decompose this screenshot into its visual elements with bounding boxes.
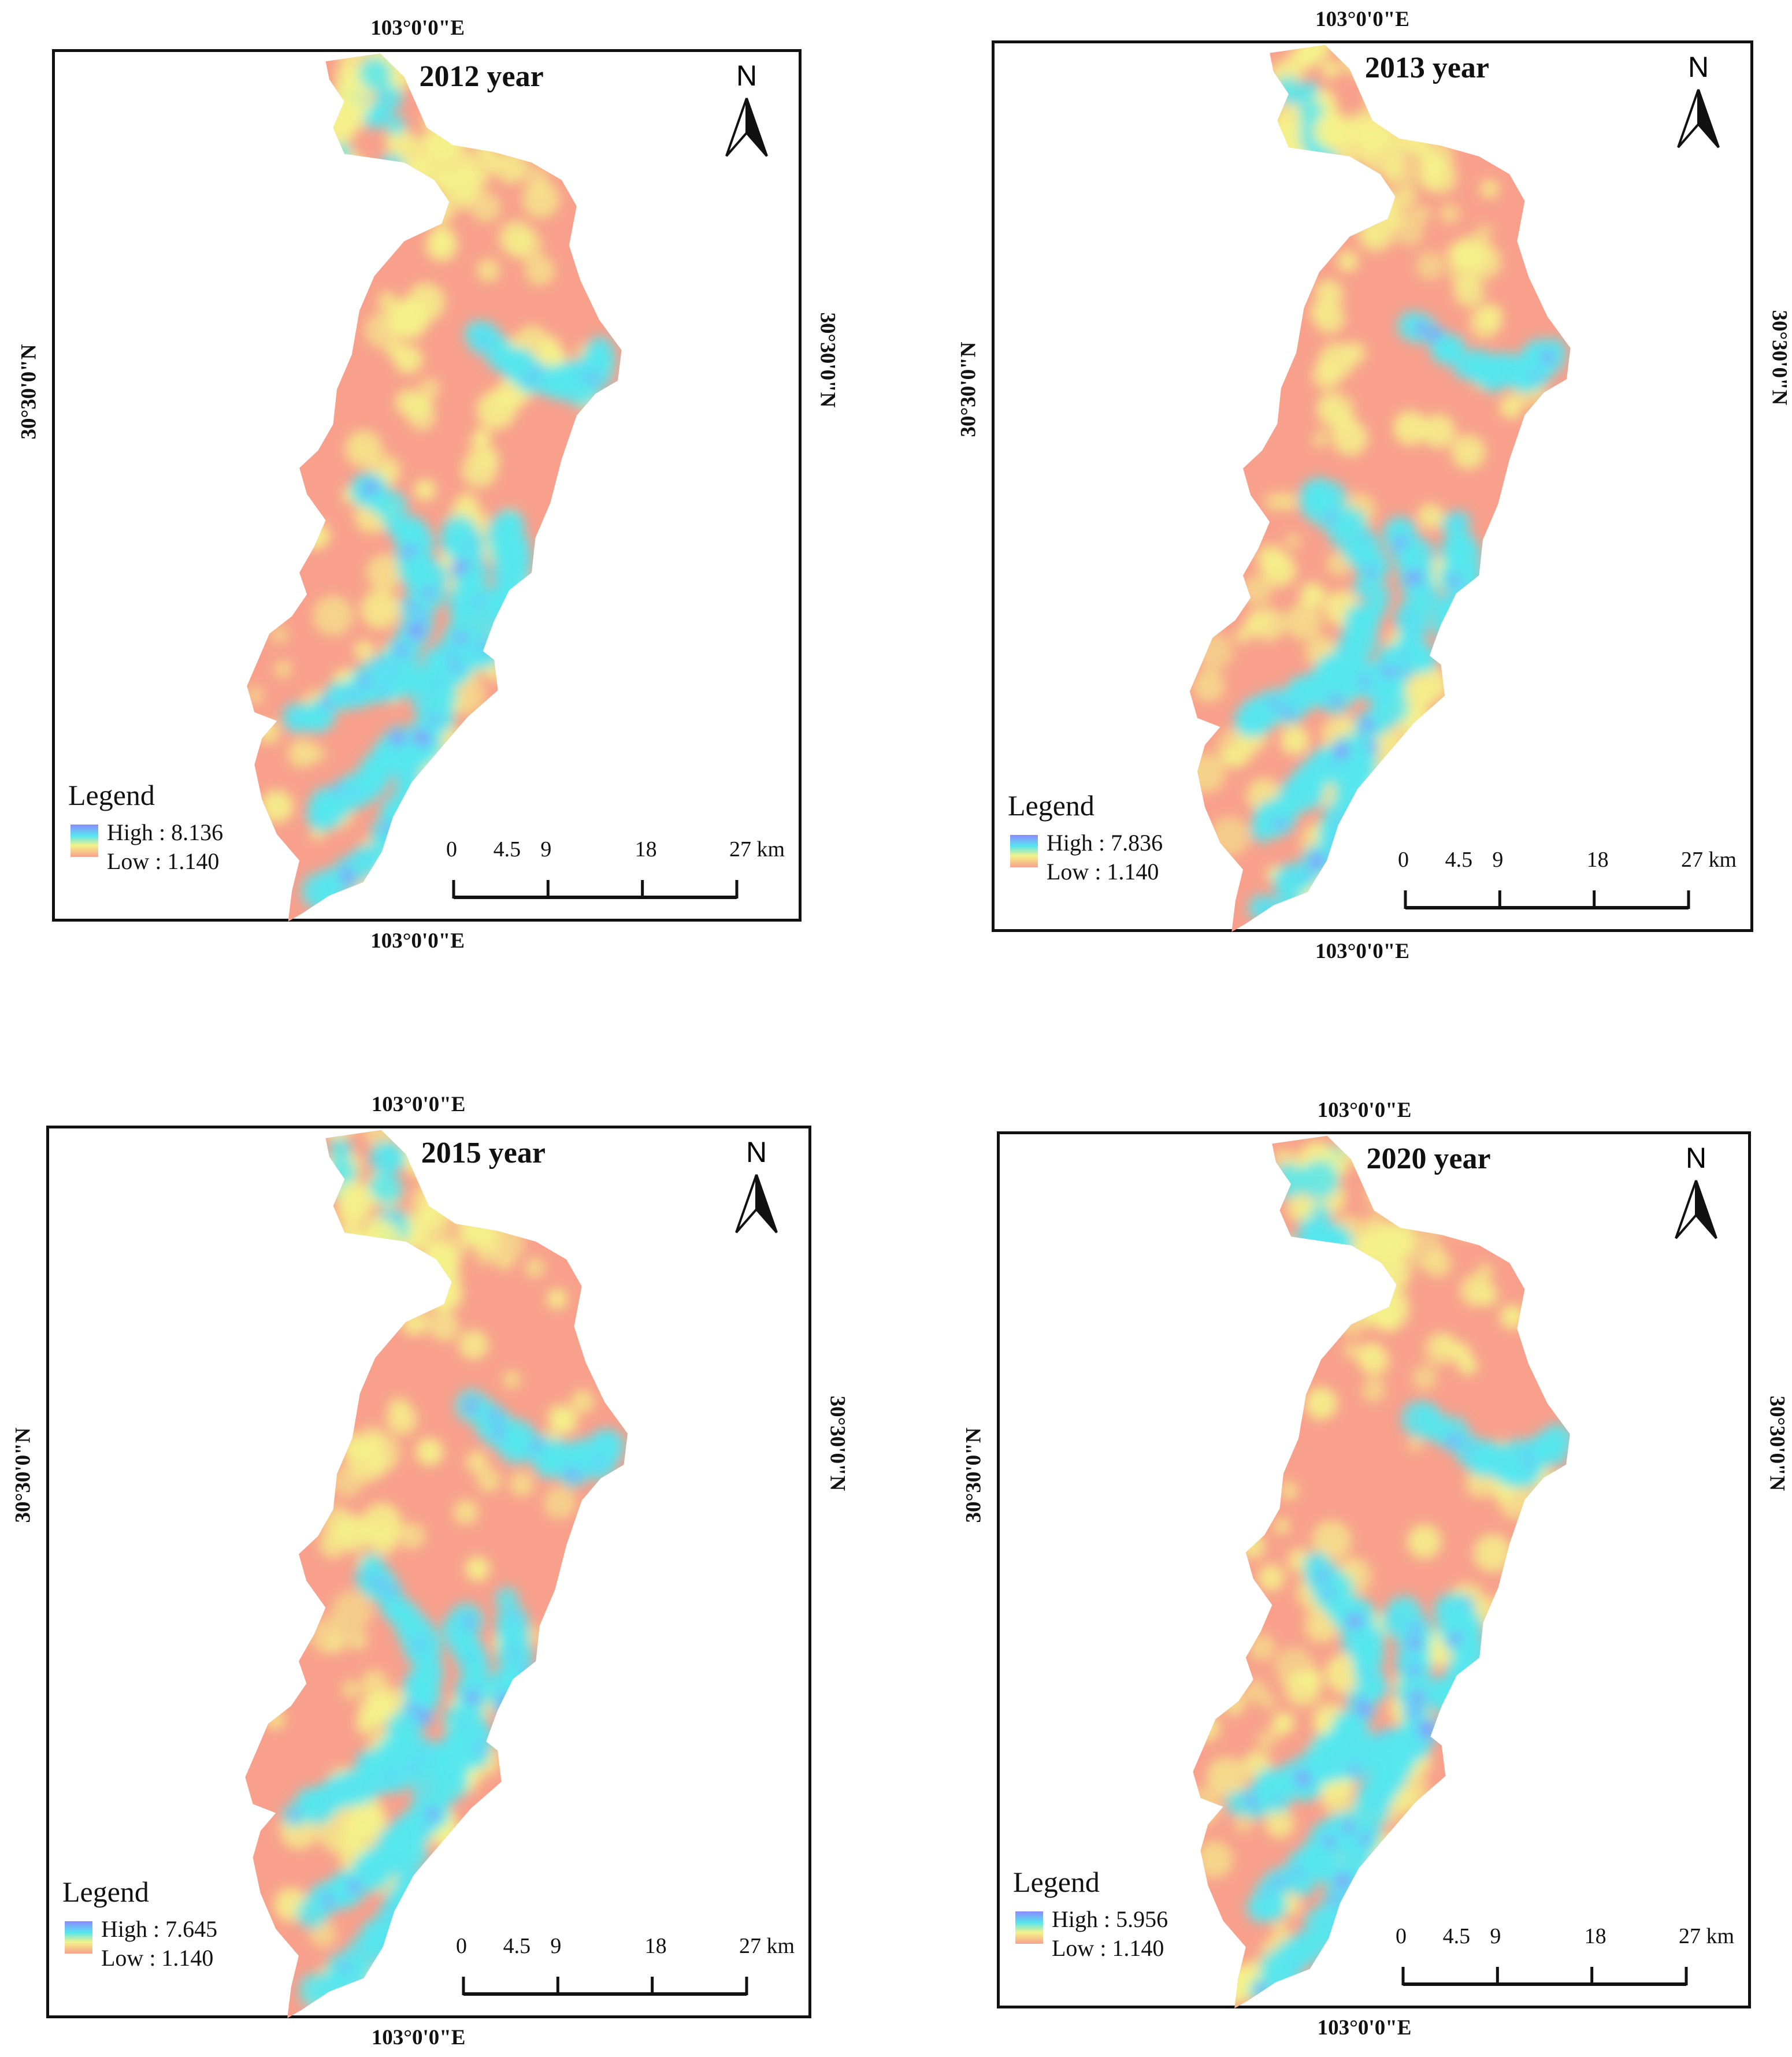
scale-tick-label: 18 — [635, 837, 657, 862]
scale-tick-label: 4.5 — [1442, 1924, 1471, 1948]
legend-high-label: High : 8.136 — [107, 819, 224, 845]
map-panel: 103°0'0"E 103°0'0"E 30°30'0"N 30°30'0"N 2013… — [957, 8, 1791, 963]
latitude-label-left: 30°30'0"N — [962, 1428, 986, 1523]
latitude-label-right: 30°30'0"N — [815, 312, 840, 407]
latitude-label-right: 30°30'0"N — [1765, 1395, 1789, 1491]
scale-tick-label: 27 km — [739, 1934, 795, 1958]
legend-title: Legend — [1008, 789, 1095, 822]
scale-tick-label: 9 — [1492, 848, 1504, 872]
latitude-label-left: 30°30'0"N — [11, 1427, 35, 1523]
map-title: 2013 year — [1364, 51, 1489, 84]
legend-low-label: Low : 1.140 — [101, 1945, 214, 1971]
legend-high-label: High : 5.956 — [1052, 1906, 1168, 1932]
longitude-label-bottom: 103°0'0"E — [1317, 2016, 1412, 2040]
scale-tick-label: 27 km — [1679, 1924, 1735, 1948]
north-arrow-icon: N — [735, 1136, 778, 1234]
density-map — [245, 1130, 628, 2018]
longitude-label-top: 103°0'0"E — [1317, 1098, 1412, 1122]
map-title: 2015 year — [421, 1137, 546, 1169]
scale-tick-label: 9 — [1490, 1924, 1501, 1948]
map-panel: 103°0'0"E 103°0'0"E 30°30'0"N 30°30'0"N 2015… — [12, 1093, 849, 2049]
north-arrow-icon: N — [1677, 51, 1720, 148]
north-letter: N — [736, 60, 757, 92]
longitude-label-top: 103°0'0"E — [371, 1093, 466, 1116]
density-map — [1189, 44, 1571, 932]
scale-tick-label: 9 — [540, 837, 552, 862]
longitude-label-bottom: 103°0'0"E — [371, 2026, 466, 2049]
legend-color-ramp — [1015, 1911, 1043, 1944]
legend-color-ramp — [1010, 835, 1038, 867]
longitude-label-bottom: 103°0'0"E — [1315, 940, 1409, 963]
longitude-label-top: 103°0'0"E — [370, 16, 465, 40]
latitude-label-right: 30°30'0"N — [825, 1395, 849, 1491]
scale-tick-label: 0 — [1396, 1924, 1407, 1948]
legend-low-label: Low : 1.140 — [107, 848, 220, 874]
scale-bar — [1404, 890, 1690, 909]
scale-tick-label: 18 — [644, 1934, 667, 1958]
north-arrow-icon: N — [1675, 1142, 1717, 1239]
latitude-label-left: 30°30'0"N — [17, 344, 41, 440]
legend-low-label: Low : 1.140 — [1052, 1935, 1164, 1961]
density-map — [1193, 1135, 1570, 2008]
latitude-label-left: 30°30'0"N — [956, 342, 981, 437]
scale-bar — [462, 1977, 748, 1996]
scale-tick-label: 0 — [446, 837, 457, 862]
latitude-label-right: 30°30'0"N — [1767, 310, 1791, 406]
density-map — [247, 53, 622, 922]
legend-high-label: High : 7.836 — [1047, 830, 1163, 856]
legend-title: Legend — [68, 779, 155, 811]
scale-tick-label: 18 — [1586, 848, 1609, 872]
region-shape — [1193, 1135, 1570, 2008]
north-letter: N — [1688, 51, 1709, 83]
region-shape — [1189, 44, 1571, 932]
north-arrow-icon: N — [725, 60, 768, 157]
legend-low-label: Low : 1.140 — [1047, 859, 1159, 885]
region-shape — [245, 1130, 628, 2018]
scale-bar — [1401, 1967, 1688, 1986]
map-panel: 103°0'0"E 103°0'0"E 30°30'0"N 30°30'0"N 2012… — [17, 16, 840, 953]
north-letter: N — [746, 1136, 767, 1168]
longitude-label-top: 103°0'0"E — [1315, 8, 1409, 31]
scale-tick-label: 0 — [1398, 848, 1409, 872]
scale-tick-label: 4.5 — [493, 837, 521, 862]
legend-color-ramp — [65, 1921, 92, 1954]
scale-tick-label: 27 km — [729, 837, 785, 862]
map-title: 2020 year — [1366, 1142, 1491, 1175]
scale-tick-label: 9 — [550, 1934, 562, 1958]
scale-tick-label: 0 — [456, 1934, 467, 1958]
scale-bar — [452, 880, 739, 899]
scale-tick-label: 4.5 — [503, 1934, 531, 1958]
scale-tick-label: 4.5 — [1445, 848, 1473, 872]
scale-tick-label: 18 — [1584, 1924, 1607, 1948]
map-panel: 103°0'0"E 103°0'0"E 30°30'0"N 30°30'0"N 2020… — [962, 1098, 1789, 2040]
legend-color-ramp — [71, 825, 98, 857]
longitude-label-bottom: 103°0'0"E — [370, 929, 465, 953]
legend-title: Legend — [1013, 1866, 1100, 1898]
map-title: 2012 year — [419, 60, 544, 93]
legend-high-label: High : 7.645 — [101, 1916, 218, 1942]
legend-title: Legend — [62, 1876, 149, 1908]
north-letter: N — [1686, 1142, 1706, 1174]
scale-tick-label: 27 km — [1681, 848, 1737, 872]
region-shape — [247, 53, 622, 922]
